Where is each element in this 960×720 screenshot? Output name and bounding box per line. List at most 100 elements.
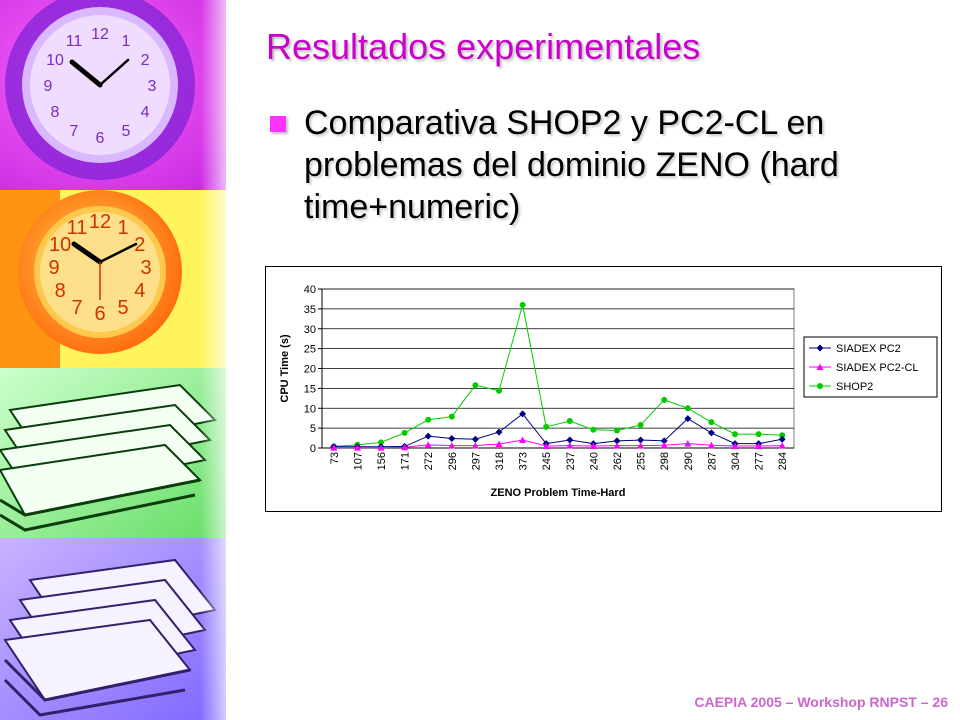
clock-numeral: 2 bbox=[134, 234, 145, 256]
clock-numeral: 10 bbox=[49, 234, 71, 256]
data-point bbox=[353, 444, 361, 451]
clock-numeral: 9 bbox=[44, 78, 53, 95]
clock-numeral: 7 bbox=[70, 123, 79, 140]
clock-numeral: 8 bbox=[55, 280, 66, 302]
data-point bbox=[614, 427, 620, 434]
x-tick-label: 298 bbox=[659, 452, 671, 470]
y-tick-label: 30 bbox=[304, 324, 316, 336]
y-tick-label: 10 bbox=[304, 403, 316, 415]
x-tick-label: 304 bbox=[730, 452, 742, 470]
x-tick-label: 287 bbox=[706, 452, 718, 470]
clock-numeral: 2 bbox=[141, 52, 150, 69]
data-point bbox=[424, 441, 432, 448]
chart-frame: 0 5 10 15 20 25 30 35 40 73 107 156 171 272 296 297 318 3… bbox=[265, 266, 942, 512]
clock-numeral: 6 bbox=[96, 130, 105, 147]
books-green-panel bbox=[0, 368, 226, 538]
clock-numeral: 8 bbox=[51, 104, 60, 121]
data-point bbox=[660, 441, 668, 449]
y-tick-label: 35 bbox=[304, 304, 316, 316]
data-point bbox=[708, 419, 715, 426]
data-point bbox=[472, 382, 479, 389]
data-point bbox=[496, 387, 502, 394]
legend-label: SIADEX PC2 bbox=[836, 343, 901, 355]
x-axis-label: ZENO Problem Time-Hard bbox=[491, 487, 626, 499]
clock-numeral: 6 bbox=[94, 303, 105, 325]
x-tick-label: 296 bbox=[447, 452, 459, 470]
y-tick-label: 15 bbox=[304, 383, 316, 395]
slide-title: Resultados experimentales bbox=[266, 26, 701, 67]
x-tick-label: 73 bbox=[329, 452, 341, 464]
x-tick-label: 297 bbox=[470, 452, 482, 470]
data-point bbox=[542, 442, 550, 450]
bullet-square-icon bbox=[270, 116, 286, 132]
clock-numeral: 5 bbox=[117, 297, 128, 319]
x-tick-label: 373 bbox=[518, 452, 530, 470]
y-tick-label: 20 bbox=[304, 364, 316, 376]
x-tick-label: 277 bbox=[754, 452, 766, 470]
data-point bbox=[448, 442, 456, 449]
side-fade bbox=[200, 0, 260, 720]
data-point bbox=[731, 442, 739, 450]
data-point bbox=[401, 443, 409, 451]
x-tick-label: 290 bbox=[683, 452, 695, 470]
x-tick-labels: 73 107 156 171 272 296 297 318 373 245 237 240 262 25… bbox=[329, 452, 789, 470]
x-tick-label: 318 bbox=[494, 452, 506, 470]
x-tick-label: 262 bbox=[612, 452, 624, 470]
data-point bbox=[566, 436, 574, 444]
data-point bbox=[471, 442, 479, 449]
x-tick-label: 240 bbox=[588, 452, 600, 470]
data-point bbox=[471, 435, 479, 443]
data-point bbox=[495, 440, 503, 448]
clock-numeral: 3 bbox=[148, 78, 157, 95]
legend: SIADEX PC2 SIADEX PC2-CL SHOP2 bbox=[803, 336, 938, 398]
data-point bbox=[543, 423, 550, 430]
data-point bbox=[778, 435, 786, 443]
slide-footer: CAEPIA 2005 – Workshop RNPST – 26 bbox=[694, 694, 948, 710]
data-point bbox=[566, 417, 573, 424]
gridlines bbox=[322, 288, 794, 429]
x-tick-label: 255 bbox=[636, 452, 648, 470]
legend-swatch-marker bbox=[817, 383, 823, 389]
legend-label: SIADEX PC2-CL bbox=[836, 362, 919, 374]
data-point bbox=[684, 405, 691, 412]
series-siadex-pc2-cl bbox=[330, 436, 786, 451]
series-line bbox=[333, 413, 783, 448]
data-point bbox=[732, 431, 738, 438]
data-point bbox=[755, 431, 762, 438]
data-point bbox=[330, 444, 338, 451]
data-point bbox=[566, 442, 574, 449]
data-point bbox=[401, 429, 408, 436]
legend-swatch-marker bbox=[816, 363, 824, 370]
line-chart: 0 5 10 15 20 25 30 35 40 73 107 156 171 272 296 297 318 3… bbox=[279, 284, 938, 499]
x-tick-label: 237 bbox=[565, 452, 577, 470]
y-tick-label: 25 bbox=[304, 344, 316, 356]
data-point bbox=[661, 396, 668, 403]
x-tick-label: 284 bbox=[777, 452, 789, 470]
x-tick-label: 107 bbox=[352, 452, 364, 470]
y-tick-label: 0 bbox=[310, 443, 316, 455]
clock-numeral: 4 bbox=[141, 104, 150, 121]
data-point bbox=[613, 437, 621, 445]
data-point bbox=[778, 442, 786, 449]
clock-numeral: 7 bbox=[71, 297, 82, 319]
data-point bbox=[684, 440, 692, 447]
data-point bbox=[707, 441, 715, 449]
clock-numeral: 10 bbox=[46, 52, 64, 69]
legend-entry: SHOP2 bbox=[809, 381, 873, 393]
x-tick-label: 272 bbox=[423, 452, 435, 470]
legend-swatch-marker bbox=[816, 344, 824, 352]
data-point bbox=[637, 421, 644, 428]
data-point bbox=[448, 434, 456, 442]
data-point bbox=[377, 444, 385, 451]
data-point bbox=[425, 416, 432, 423]
books-violet-panel bbox=[0, 538, 226, 720]
data-point bbox=[613, 442, 621, 449]
clock-numeral: 11 bbox=[67, 217, 88, 239]
clock-numeral: 11 bbox=[66, 33, 83, 50]
data-point bbox=[779, 432, 786, 439]
clock-numeral: 5 bbox=[122, 123, 131, 140]
legend-label: SHOP2 bbox=[836, 381, 873, 393]
